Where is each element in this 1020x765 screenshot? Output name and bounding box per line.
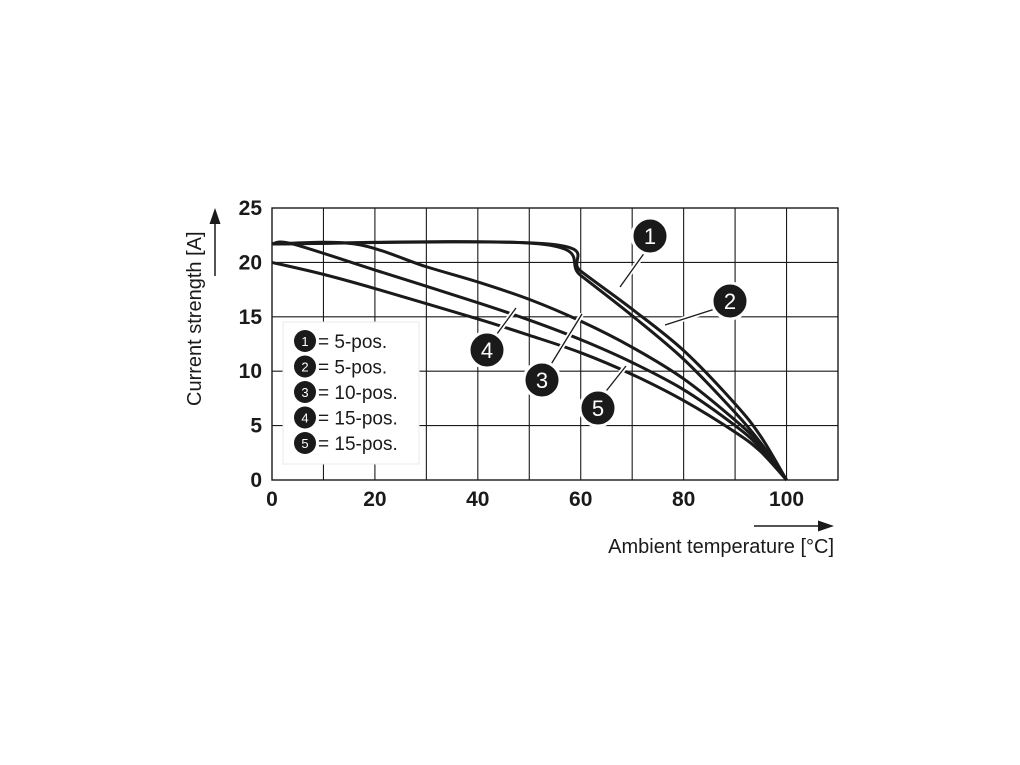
callout-badge-5 xyxy=(578,388,618,428)
callout-number: 4 xyxy=(481,338,493,363)
y-tick-label: 25 xyxy=(239,197,263,220)
callout-badge-4 xyxy=(467,330,507,370)
callout-leader-2 xyxy=(664,307,719,326)
x-tick-label: 20 xyxy=(363,488,386,511)
callout-number: 1 xyxy=(644,224,656,249)
y-tick-label: 15 xyxy=(239,306,263,329)
legend-entry-label: = 10-pos. xyxy=(318,383,398,404)
plot-frame xyxy=(271,207,839,481)
x-tick-label: 100 xyxy=(769,488,804,511)
legend-entry-label: = 5-pos. xyxy=(318,332,387,353)
callout-leader-3 xyxy=(549,313,583,367)
x-axis-label-group: Ambient temperature [°C] xyxy=(608,520,834,558)
x-tick-labels: 0 20 40 60 80 100 xyxy=(266,488,804,511)
y-tick-label: 20 xyxy=(239,251,262,274)
legend-badge-number: 2 xyxy=(301,360,308,375)
legend: 1 = 5-pos. 2 = 5-pos. 3 = 10-pos. 4 = 15-pos. 5 =… xyxy=(282,321,420,465)
x-tick-label: 60 xyxy=(569,488,592,511)
x-tick-label: 40 xyxy=(466,488,489,511)
callout-badge-1 xyxy=(630,216,670,256)
series-line-2 xyxy=(271,240,788,481)
legend-badge-2 xyxy=(294,355,316,378)
legend-badge-number: 5 xyxy=(301,436,308,451)
y-tick-label: 10 xyxy=(239,360,262,383)
callout-leader-5 xyxy=(602,365,627,396)
legend-entry-label: = 15-pos. xyxy=(318,409,398,430)
legend-badge-3 xyxy=(294,381,316,403)
y-tick-label: 5 xyxy=(250,415,262,438)
legend-badge-4 xyxy=(294,406,316,429)
x-tick-label: 0 xyxy=(266,488,278,511)
callout-number: 2 xyxy=(724,289,736,314)
legend-entry-label: = 15-pos. xyxy=(318,434,398,455)
y-axis-arrowhead xyxy=(209,208,221,224)
y-tick-labels: 0 5 10 15 20 25 xyxy=(239,197,263,492)
y-tick-label: 0 xyxy=(250,469,262,492)
legend-badge-number: 1 xyxy=(301,334,308,349)
callout-badge-2 xyxy=(710,281,750,321)
callout-badge-3 xyxy=(522,360,562,400)
y-axis-label-group: Current strength [A] xyxy=(184,208,221,406)
legend-badge-number: 3 xyxy=(301,385,308,400)
legend-badge-number: 4 xyxy=(301,411,308,426)
x-axis-arrowhead xyxy=(818,520,834,532)
callout-leader-4 xyxy=(493,307,517,339)
x-axis-label: Ambient temperature [°C] xyxy=(608,536,834,558)
x-tick-label: 80 xyxy=(672,488,695,511)
curve-callouts: 1 2 3 4 5 xyxy=(467,216,750,428)
callout-number: 3 xyxy=(536,368,548,393)
legend-badge-5 xyxy=(294,432,316,454)
y-axis-label: Current strength [A] xyxy=(184,231,206,406)
legend-badge-1 xyxy=(294,330,316,352)
callout-number: 5 xyxy=(592,396,604,421)
legend-entry-label: = 5-pos. xyxy=(318,358,387,379)
series-line-3 xyxy=(271,240,788,481)
series-line-5 xyxy=(271,260,788,482)
